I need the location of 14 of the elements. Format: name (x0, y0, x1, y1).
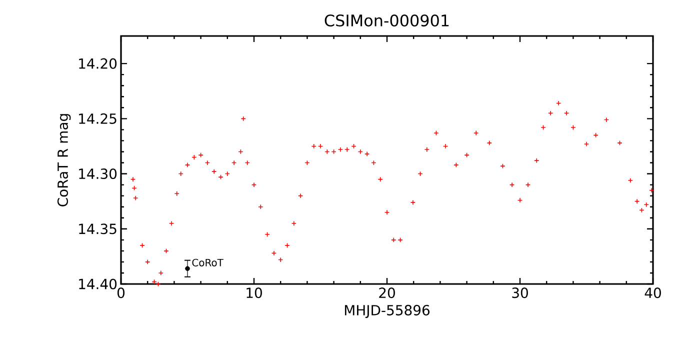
y-axis-title: CoRaT R mag (57, 114, 71, 206)
chart-title: CSIMon-000901 (324, 14, 449, 26)
x-tick-label: 30 (512, 288, 528, 298)
x-axis-title: MHJD-55896 (344, 304, 430, 318)
y-tick-label: 14.25 (79, 113, 116, 124)
y-tick-label: 14.30 (79, 168, 117, 180)
annotation: CoRoT (192, 258, 224, 266)
y-tick-label: 14.40 (79, 278, 117, 290)
y-tick-label: 14.35 (79, 224, 116, 234)
x-tick-label: 20 (379, 288, 395, 298)
x-tick-label: 0 (117, 288, 125, 298)
x-tick-label: 40 (644, 288, 661, 298)
x-tick-label: 10 (246, 288, 262, 298)
y-tick-label: 14.20 (79, 58, 117, 69)
